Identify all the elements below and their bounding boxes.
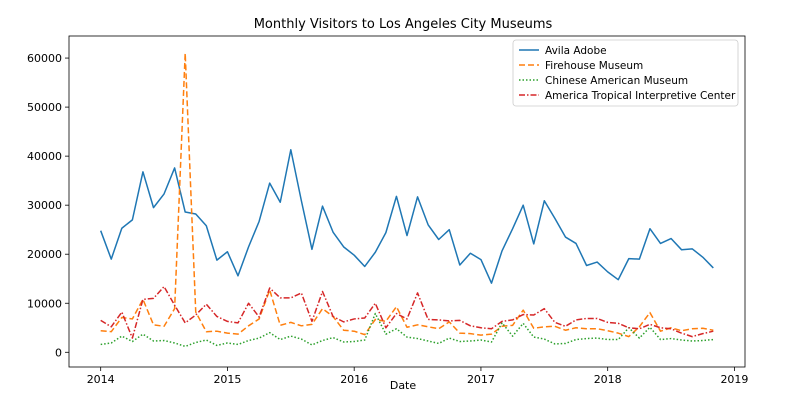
y-tick-label: 60000 xyxy=(27,52,62,65)
x-tick-label: 2017 xyxy=(467,373,495,386)
series-line-3 xyxy=(100,285,714,339)
x-axis-label: Date xyxy=(390,379,417,392)
x-tick-label: 2014 xyxy=(87,373,115,386)
y-tick-label: 10000 xyxy=(27,297,62,310)
y-tick-label: 0 xyxy=(55,346,62,359)
y-tick-label: 30000 xyxy=(27,199,62,212)
plot-lines xyxy=(99,52,714,348)
y-tick-label: 20000 xyxy=(27,248,62,261)
x-tick-label: 2015 xyxy=(213,373,241,386)
legend-label-3: America Tropical Interpretive Center xyxy=(545,90,736,102)
series-line-2 xyxy=(100,312,714,348)
legend-label-1: Firehouse Museum xyxy=(545,60,643,72)
legend-box xyxy=(512,39,739,107)
y-axis: 0 10000 20000 30000 40000 50000 60000 xyxy=(27,52,69,359)
legend-label-0: Avila Adobe xyxy=(545,45,607,57)
y-tick-label: 50000 xyxy=(27,101,62,114)
series-line-0 xyxy=(99,149,714,284)
legend: Avila Adobe Firehouse Museum Chinese Ameri… xyxy=(512,39,739,107)
series-line-1 xyxy=(100,52,714,338)
y-tick-label: 40000 xyxy=(27,150,62,163)
x-tick-label: 2018 xyxy=(594,373,622,386)
x-tick-label: 2019 xyxy=(720,373,748,386)
x-tick-label: 2016 xyxy=(340,373,368,386)
legend-label-2: Chinese American Museum xyxy=(545,75,688,87)
plot-frame xyxy=(68,35,746,368)
chart-title: Monthly Visitors to Los Angeles City Mus… xyxy=(254,17,553,32)
x-axis: 2014 2015 2016 2017 2018 2019 xyxy=(87,367,748,386)
